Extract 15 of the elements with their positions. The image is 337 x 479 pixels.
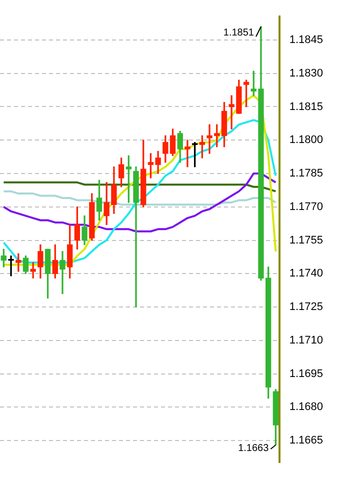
y-tick-label: 1.1755 <box>289 234 324 246</box>
y-tick-label: 1.1845 <box>289 34 324 46</box>
y-tick-label: 1.1800 <box>289 134 324 146</box>
y-tick-label: 1.1815 <box>289 100 324 113</box>
y-tick-label: 1.1680 <box>289 401 324 414</box>
y-tick-label: 1.1785 <box>289 168 324 180</box>
y-tick-label: 1.1830 <box>289 67 324 80</box>
y-tick-label: 1.1710 <box>289 334 324 346</box>
y-tick-label: 1.1740 <box>289 268 324 280</box>
annotation: 1.1663 <box>238 442 270 454</box>
y-tick-label: 1.1725 <box>289 301 324 314</box>
y-tick-label: 1.1665 <box>289 434 324 447</box>
y-tick-label: 1.1695 <box>289 368 324 380</box>
annotation: 1.1851 <box>223 27 254 38</box>
y-tick-label: 1.1770 <box>289 200 324 213</box>
